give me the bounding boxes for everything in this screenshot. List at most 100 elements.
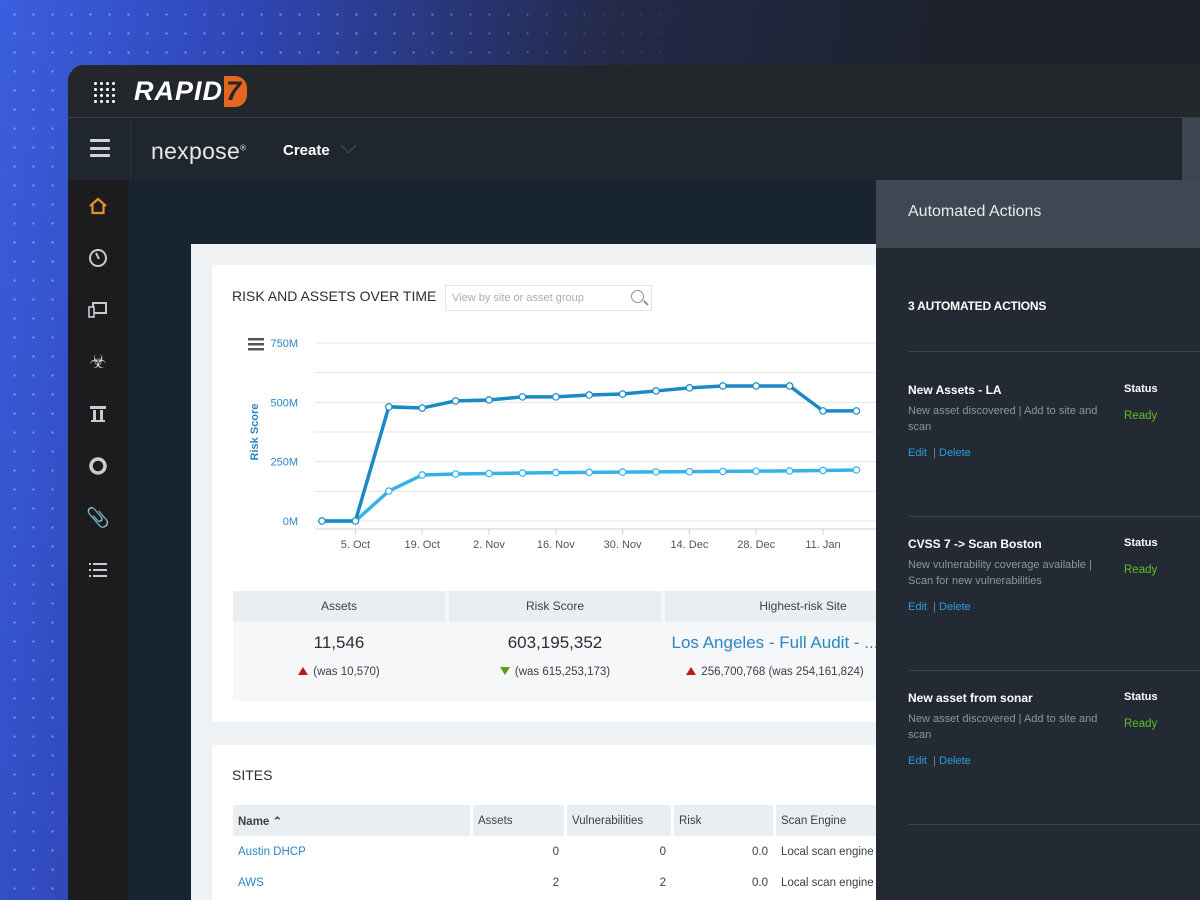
x-tick-label: 5. Oct [341,539,370,551]
data-point [718,382,727,390]
series-line [322,384,857,523]
trend-up-icon [686,667,697,675]
data-point [618,468,627,476]
dashboard-gauge-icon[interactable] [86,246,110,270]
stats-panel: Assets 11,546 (was 10,570) Risk Score 603… [233,591,941,701]
menu-icon[interactable] [90,139,110,157]
table-cell: Local scan engine [781,876,874,889]
action-name: New Assets - LA [908,383,1002,397]
action-links: Edit | Delete [908,601,971,613]
data-point [718,467,727,476]
search-placeholder: View by site or asset group [452,292,584,304]
table-cell: 2 [659,876,666,889]
y-tick-label: 750M [270,338,298,350]
nav-bar: nexpose® Create [68,118,1200,180]
edit-link[interactable]: Edit [908,755,927,767]
data-point [451,397,460,405]
column-header-assets[interactable]: Assets [473,805,564,836]
site-name[interactable]: Austin DHCP [233,836,470,867]
site-search-input[interactable]: View by site or asset group [445,285,652,311]
status-badge: Ready [1124,718,1158,730]
column-label: Assets [478,814,513,827]
site-link[interactable]: AWS [238,876,264,889]
action-item: New asset from sonar Status New asset di… [908,691,1200,791]
logo-mark: 7 [224,76,248,107]
table-cell: 0.0 [752,876,768,889]
divider [908,670,1200,671]
data-point [551,468,560,477]
table-row: Austin DHCP 0 0 0.0 Local scan engine [233,836,886,867]
status-badge: Ready [1124,564,1158,576]
risk-assets-card: RISK AND ASSETS OVER TIME View by site o… [212,265,941,722]
sidebar: ☣ 📎 [68,180,128,900]
data-point [752,467,761,475]
action-description: New asset discovered | Add to site and s… [908,713,1098,741]
top-bar: RAPID 7 [68,65,1200,118]
divider [908,516,1200,517]
list-icon[interactable] [86,558,110,582]
stat-value[interactable]: Los Angeles - Full Audit - ... [671,633,879,652]
delete-link[interactable]: Delete [939,601,971,613]
app-window: RAPID 7 nexpose® Create ☣ 📎 RISK AND ASSE… [68,65,1200,900]
data-point [852,407,861,415]
column-header-vulnerabilities[interactable]: Vulnerabilities [567,805,671,836]
action-name: New asset from sonar [908,691,1033,705]
trend-up-icon [298,667,309,675]
site-name[interactable]: AWS [233,867,470,898]
delete-link[interactable]: Delete [939,755,971,767]
reports-clip-icon[interactable]: 📎 [86,508,110,529]
stat-previous: 256,700,768 (was 254,161,824) [701,666,864,678]
edit-link[interactable]: Edit [908,447,927,459]
action-description: New asset discovered | Add to site and s… [908,405,1098,433]
remediation-circle-icon[interactable] [86,454,110,478]
search-icon[interactable] [631,290,644,303]
app-grid-icon[interactable] [94,82,115,103]
data-point [652,387,660,395]
product-name[interactable]: nexpose® [151,138,247,164]
stat-previous: (was 615,253,173) [514,666,611,678]
x-tick-label: 19. Oct [404,539,439,551]
column-header-scan-engine[interactable]: Scan Engine [776,805,886,836]
chevron-down-icon[interactable] [340,137,357,154]
data-point [652,468,660,476]
rapid7-logo[interactable]: RAPID 7 [134,76,248,107]
x-tick-label: 11. Jan [805,539,840,551]
sites-table: Name ⌃ Assets Vulnerabilities Risk Scan Engi… [230,805,889,898]
stat-value: 11,546 [313,633,365,652]
data-point [819,407,827,415]
policies-pillar-icon[interactable] [86,402,110,426]
stat-value: 603,195,352 [507,633,603,652]
chart-menu-icon[interactable] [248,338,264,351]
sort-asc-icon[interactable]: ⌃ [272,815,283,828]
logo-text: RAPID [134,76,224,106]
y-tick-label: 500M [270,397,298,409]
site-link[interactable]: Austin DHCP [238,845,306,858]
data-point [852,466,861,474]
stat-header: Risk Score [449,591,661,622]
y-tick-label: 0M [283,516,298,528]
series-line [322,468,857,523]
card-title: RISK AND ASSETS OVER TIME [232,288,437,304]
biohazard-vulnerabilities-icon[interactable]: ☣ [89,351,107,373]
home-icon[interactable] [86,194,110,218]
data-point [618,390,627,398]
column-header-name[interactable]: Name ⌃ [233,805,470,836]
data-point [685,467,694,476]
data-point [518,469,527,477]
status-label: Status [1124,691,1158,703]
assets-icon[interactable] [86,298,110,322]
sites-title: SITES [232,767,273,783]
table-cell: Local scan engine [781,845,874,858]
product-text: nexpose [151,138,241,164]
data-point [785,467,794,475]
delete-link[interactable]: Delete [939,447,971,459]
data-point [385,487,393,495]
column-header-risk[interactable]: Risk [674,805,773,836]
stat-trend: (was 615,253,173) [449,666,661,678]
data-point [318,517,326,525]
create-menu[interactable]: Create [283,142,330,159]
data-point [752,382,761,390]
edit-link[interactable]: Edit [908,601,927,613]
y-tick-label: 250M [270,457,298,469]
column-label: Risk [679,814,702,827]
